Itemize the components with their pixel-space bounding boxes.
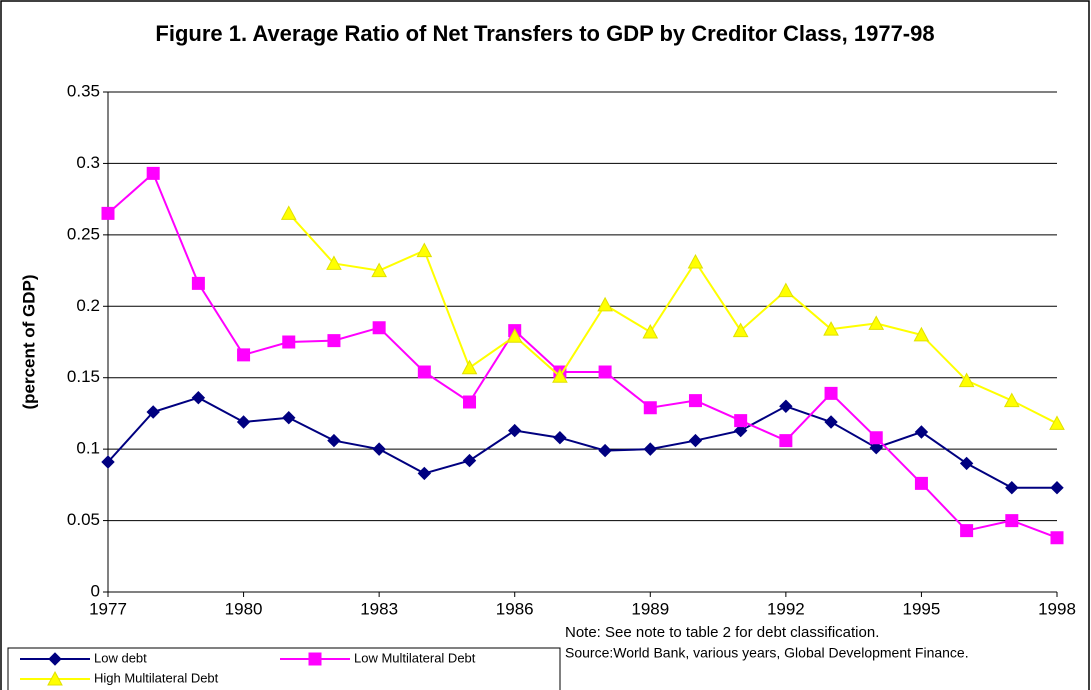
marker	[416, 242, 433, 258]
marker	[960, 524, 974, 538]
marker	[597, 296, 613, 312]
marker	[280, 205, 297, 220]
series-line	[107, 396, 1057, 489]
legend-label: Low debt	[94, 650, 147, 665]
marker	[47, 670, 63, 686]
marker	[237, 348, 251, 362]
marker	[553, 431, 567, 445]
note: Note: See note to table 2 for debt class…	[565, 624, 879, 641]
y-tick-label: 0.25	[67, 224, 100, 243]
marker	[101, 455, 115, 469]
marker	[779, 399, 793, 413]
marker	[734, 414, 748, 428]
legend-box	[7, 647, 561, 690]
marker	[824, 415, 838, 429]
marker	[327, 433, 341, 448]
marker	[308, 652, 322, 666]
x-tick-label: 1998	[1038, 599, 1076, 618]
marker	[823, 321, 839, 336]
y-tick-label: 0	[91, 581, 100, 600]
marker	[371, 262, 387, 278]
x-tick-label: 1989	[631, 599, 669, 618]
marker	[733, 423, 748, 438]
marker	[778, 282, 794, 298]
marker	[327, 334, 341, 348]
y-tick-label: 0.15	[67, 367, 100, 386]
marker	[598, 443, 612, 458]
x-tick-label: 1992	[767, 599, 805, 618]
marker	[732, 322, 749, 338]
marker	[462, 453, 477, 468]
marker	[643, 442, 657, 456]
y-tick-label: 0.35	[67, 81, 100, 100]
marker	[372, 321, 386, 335]
marker	[508, 423, 522, 438]
y-tick-label: 0.05	[67, 510, 100, 529]
marker	[417, 466, 432, 481]
series-line	[288, 212, 1058, 425]
x-tick-label: 1983	[360, 599, 398, 618]
x-tick-label: 1980	[225, 599, 263, 618]
marker	[642, 323, 659, 339]
marker	[552, 368, 568, 383]
series-line	[107, 171, 1058, 539]
marker	[869, 431, 883, 445]
marker	[417, 365, 431, 379]
marker	[326, 255, 342, 270]
y-tick-label: 0.1	[76, 439, 100, 458]
marker	[1050, 531, 1064, 545]
marker	[824, 386, 838, 400]
marker	[598, 365, 612, 379]
marker	[959, 456, 974, 471]
marker	[282, 411, 296, 425]
marker	[191, 276, 205, 290]
marker	[914, 476, 928, 490]
y-axis-label: (percent of GDP)	[19, 274, 38, 409]
marker	[914, 425, 929, 439]
marker	[372, 442, 386, 456]
marker	[146, 405, 160, 419]
marker	[48, 652, 62, 666]
marker	[688, 394, 702, 408]
marker	[146, 166, 160, 180]
x-tick-label: 1995	[903, 599, 941, 618]
marker	[958, 372, 975, 388]
marker	[282, 335, 296, 349]
marker	[1003, 392, 1020, 408]
marker	[688, 433, 703, 448]
marker	[913, 326, 930, 342]
marker	[1050, 481, 1064, 495]
marker	[779, 434, 793, 448]
x-tick-label: 1977	[89, 599, 127, 618]
marker	[191, 391, 206, 405]
marker	[1049, 415, 1065, 430]
marker	[1005, 481, 1019, 495]
marker	[506, 328, 523, 343]
marker	[463, 395, 477, 409]
y-tick-label: 0.2	[76, 296, 100, 315]
chart-title: Figure 1. Average Ratio of Net Transfers…	[155, 21, 935, 46]
marker	[643, 401, 657, 415]
marker	[461, 359, 478, 375]
marker	[868, 315, 885, 330]
marker	[1005, 514, 1019, 528]
marker	[236, 415, 251, 429]
x-tick-label: 1986	[496, 599, 534, 618]
marker	[687, 253, 704, 269]
legend-label: Low Multilateral Debt	[354, 650, 476, 665]
y-tick-label: 0.3	[76, 153, 100, 172]
marker	[101, 206, 115, 220]
legend-label: High Multilateral Debt	[94, 670, 219, 685]
marker	[869, 441, 883, 455]
source: Source:World Bank, various years, Global…	[565, 645, 969, 661]
